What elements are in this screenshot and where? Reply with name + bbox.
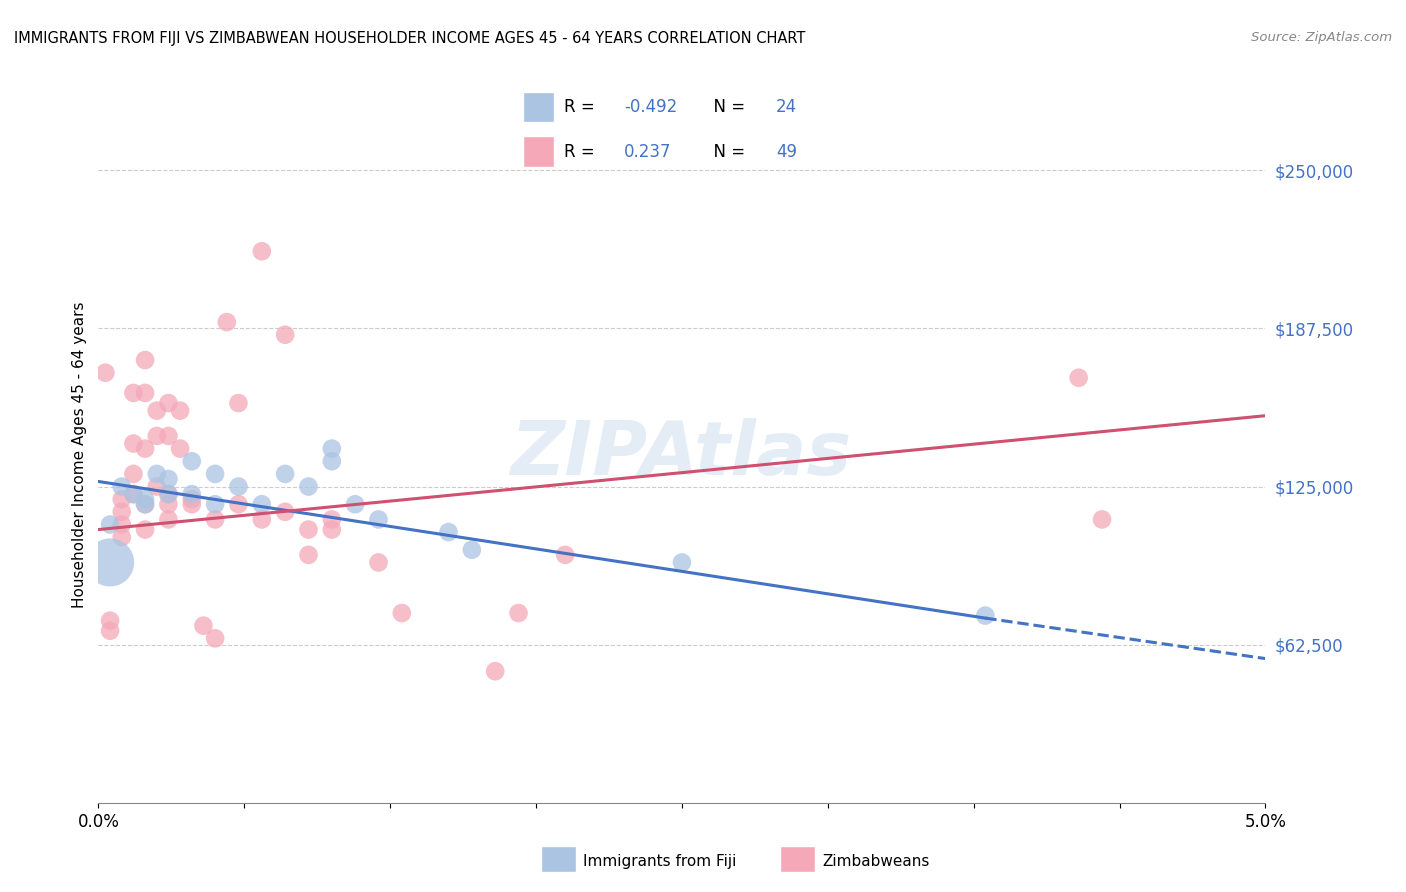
Point bbox=[180, 492, 202, 507]
Text: N =: N = bbox=[703, 143, 751, 161]
Point bbox=[554, 548, 576, 562]
Point bbox=[367, 556, 389, 570]
Point bbox=[274, 327, 297, 342]
Point bbox=[111, 505, 134, 519]
Point bbox=[1067, 370, 1090, 384]
Point bbox=[134, 492, 156, 507]
Point bbox=[321, 442, 343, 456]
Point bbox=[391, 606, 413, 620]
Point bbox=[321, 512, 343, 526]
Text: 49: 49 bbox=[776, 143, 797, 161]
Text: R =: R = bbox=[564, 98, 600, 116]
Point bbox=[250, 512, 273, 526]
Text: R =: R = bbox=[564, 143, 600, 161]
Point bbox=[146, 429, 169, 443]
Point bbox=[122, 386, 145, 401]
Point bbox=[180, 454, 202, 468]
Point bbox=[204, 497, 226, 511]
Text: Immigrants from Fiji: Immigrants from Fiji bbox=[583, 855, 737, 869]
Point bbox=[274, 467, 297, 481]
Point bbox=[250, 497, 273, 511]
Point bbox=[297, 548, 319, 562]
Point bbox=[146, 479, 169, 493]
Point bbox=[94, 366, 117, 380]
Point bbox=[671, 556, 693, 570]
Point bbox=[157, 472, 180, 486]
Point bbox=[134, 353, 156, 368]
Point bbox=[204, 467, 226, 481]
Point bbox=[98, 556, 121, 570]
Point bbox=[122, 487, 145, 501]
Point bbox=[98, 624, 121, 638]
Point bbox=[157, 396, 180, 410]
Point bbox=[111, 517, 134, 532]
Point bbox=[508, 606, 530, 620]
Point bbox=[134, 497, 156, 511]
Point bbox=[437, 525, 460, 540]
Text: Source: ZipAtlas.com: Source: ZipAtlas.com bbox=[1251, 31, 1392, 45]
Point bbox=[228, 479, 250, 493]
Text: IMMIGRANTS FROM FIJI VS ZIMBABWEAN HOUSEHOLDER INCOME AGES 45 - 64 YEARS CORRELA: IMMIGRANTS FROM FIJI VS ZIMBABWEAN HOUSE… bbox=[14, 31, 806, 46]
Point bbox=[1091, 512, 1114, 526]
Point bbox=[484, 665, 506, 679]
FancyBboxPatch shape bbox=[780, 846, 815, 872]
Text: 0.237: 0.237 bbox=[624, 143, 672, 161]
Point bbox=[146, 467, 169, 481]
Point bbox=[157, 487, 180, 501]
Point bbox=[228, 396, 250, 410]
Point bbox=[215, 315, 238, 329]
Point bbox=[134, 497, 156, 511]
Text: 24: 24 bbox=[776, 98, 797, 116]
Point bbox=[321, 454, 343, 468]
Point bbox=[134, 386, 156, 401]
Text: N =: N = bbox=[703, 98, 751, 116]
Y-axis label: Householder Income Ages 45 - 64 years: Householder Income Ages 45 - 64 years bbox=[72, 301, 87, 608]
Point bbox=[274, 505, 297, 519]
Point bbox=[134, 523, 156, 537]
Point bbox=[367, 512, 389, 526]
Point bbox=[204, 632, 226, 646]
Point bbox=[122, 487, 145, 501]
Point bbox=[146, 403, 169, 417]
Point bbox=[169, 403, 191, 417]
Point bbox=[193, 618, 215, 632]
Text: ZIPAtlas: ZIPAtlas bbox=[512, 418, 852, 491]
Point bbox=[111, 530, 134, 544]
Point bbox=[461, 542, 484, 557]
Point bbox=[169, 442, 191, 456]
Point bbox=[111, 479, 134, 493]
Point bbox=[974, 608, 997, 623]
Point bbox=[204, 512, 226, 526]
Text: Zimbabweans: Zimbabweans bbox=[823, 855, 929, 869]
Point bbox=[157, 497, 180, 511]
Point bbox=[122, 467, 145, 481]
Point bbox=[98, 614, 121, 628]
Point bbox=[180, 497, 202, 511]
Point bbox=[250, 244, 273, 259]
Point bbox=[228, 497, 250, 511]
Point bbox=[180, 487, 202, 501]
FancyBboxPatch shape bbox=[541, 846, 576, 872]
FancyBboxPatch shape bbox=[523, 136, 554, 167]
Point bbox=[111, 492, 134, 507]
Point bbox=[157, 487, 180, 501]
Point bbox=[297, 479, 319, 493]
Point bbox=[122, 436, 145, 450]
Point bbox=[297, 523, 319, 537]
Point bbox=[157, 512, 180, 526]
FancyBboxPatch shape bbox=[523, 92, 554, 122]
Point bbox=[344, 497, 367, 511]
Point bbox=[98, 517, 121, 532]
Point bbox=[134, 442, 156, 456]
Text: -0.492: -0.492 bbox=[624, 98, 678, 116]
Point bbox=[157, 429, 180, 443]
Point bbox=[321, 523, 343, 537]
